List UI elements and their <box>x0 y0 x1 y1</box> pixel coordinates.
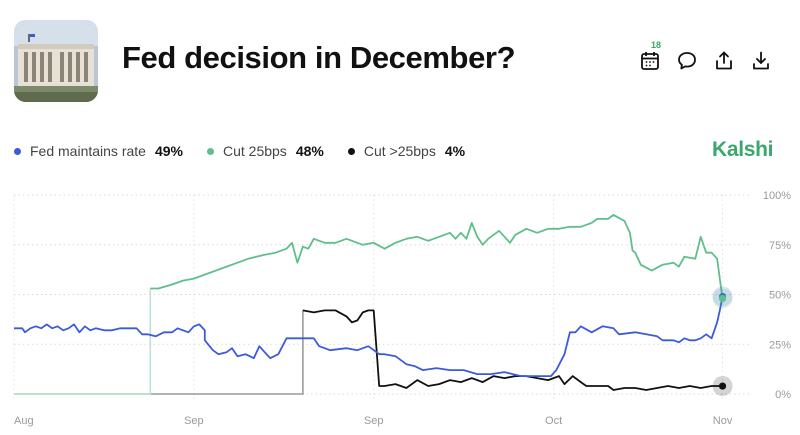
page-title: Fed decision in December? <box>122 40 516 75</box>
series-end-marker <box>718 294 727 303</box>
chart-grid <box>13 194 752 402</box>
probability-chart[interactable]: 0% 25% 50% 75% 100% Aug Sep Sep Oct Nov <box>0 180 800 435</box>
legend-label: Cut 25bps <box>222 143 287 159</box>
comment-button[interactable] <box>674 48 700 74</box>
legend-value: 49% <box>154 143 183 159</box>
chart-series <box>14 214 724 395</box>
legend-item-cut-25[interactable]: Cut 25bps 48% <box>206 143 324 159</box>
series-baseline <box>14 288 152 395</box>
legend-dot-cut-25 <box>206 147 214 155</box>
x-tick-label: Sep <box>364 415 384 427</box>
legend-label: Cut >25bps <box>363 143 436 159</box>
series-end-marker <box>718 382 727 390</box>
brand-logo: Kalshi <box>712 138 774 161</box>
x-tick-label: Nov <box>713 415 733 427</box>
share-button[interactable] <box>711 48 737 74</box>
chart-markers <box>712 286 733 397</box>
share-icon <box>716 51 732 70</box>
series-line-fed-maintains-rate <box>14 296 724 377</box>
legend-value: 48% <box>295 143 324 159</box>
download-button[interactable] <box>748 48 774 74</box>
chart-legend: Fed maintains rate 49% Cut 25bps 48% Cut… <box>14 141 489 161</box>
x-tick-label: Aug <box>14 415 34 427</box>
series-baseline <box>14 310 304 395</box>
legend-label: Fed maintains rate <box>30 143 146 159</box>
legend-item-maintain[interactable]: Fed maintains rate 49% <box>14 143 183 159</box>
comment-icon <box>678 52 696 70</box>
series-line-cut-25bps <box>302 309 723 391</box>
chart-axes: 0% 25% 50% 75% 100% Aug Sep Sep Oct Nov <box>14 190 791 427</box>
y-tick-label: 100% <box>763 190 791 202</box>
market-thumbnail <box>14 20 98 102</box>
legend-dot-cut-over-25 <box>347 147 355 155</box>
x-tick-label: Oct <box>545 415 562 427</box>
y-tick-label: 0% <box>775 389 791 401</box>
legend-dot-maintain <box>14 147 21 155</box>
y-tick-label: 50% <box>769 290 791 302</box>
toolbar: 18 <box>0 40 800 76</box>
calendar-icon <box>641 52 659 70</box>
legend-value: 4% <box>444 143 466 159</box>
series-line-cut-25bps <box>150 214 724 299</box>
legend-item-cut-over-25[interactable]: Cut >25bps 4% <box>347 143 466 159</box>
calendar-badge: 18 <box>651 40 662 50</box>
calendar-button[interactable]: 18 <box>637 40 663 74</box>
federal-reserve-building-photo <box>14 20 98 102</box>
y-tick-label: 25% <box>769 339 791 351</box>
download-icon <box>753 51 769 70</box>
x-tick-label: Sep <box>184 415 204 427</box>
y-tick-label: 75% <box>769 240 791 252</box>
